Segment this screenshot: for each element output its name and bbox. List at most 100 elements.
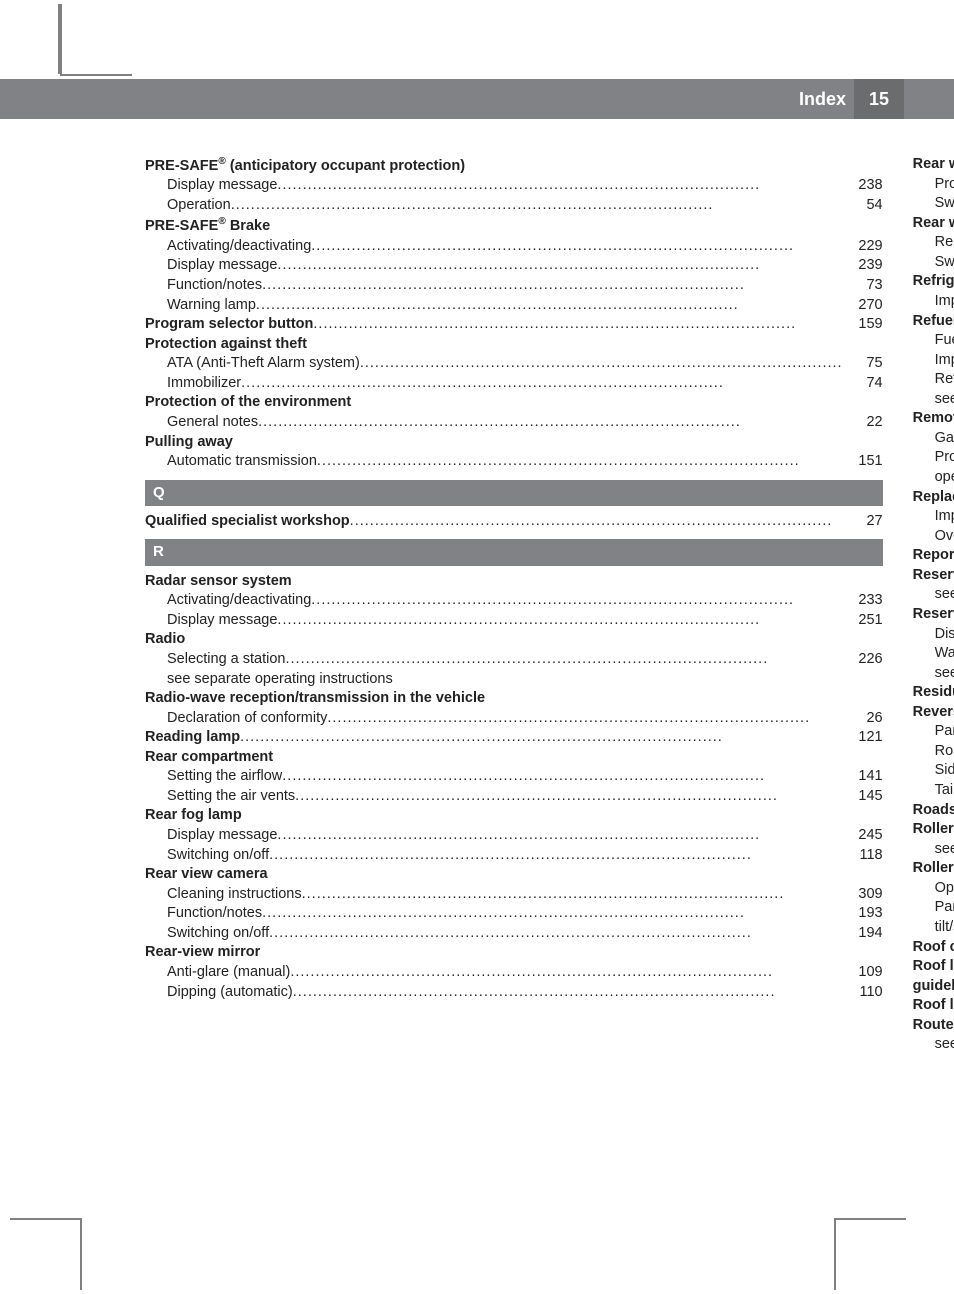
index-entry-label: Tailgate	[935, 781, 954, 801]
index-heading-label: Radio	[145, 631, 185, 647]
index-page-ref: 118	[843, 846, 883, 866]
index-leader-dots	[262, 904, 842, 924]
index-entry-label: Problem (malfunction)	[935, 175, 954, 195]
index-page-ref: 145	[843, 787, 883, 807]
index-page-ref: 121	[843, 728, 883, 748]
index-entry-label: Operation	[167, 196, 231, 216]
index-heading-label: Rear window wiper	[913, 215, 954, 231]
index-sub-entry: Cleaning instructions309	[145, 885, 883, 905]
index-heading: Radar sensor system	[145, 572, 883, 592]
index-sub-entry: Anti-glare (manual) 109	[145, 963, 883, 983]
index-entry-label: Anti-glare (manual)	[167, 963, 290, 983]
index-sub-entry-cont: opener)295	[913, 468, 954, 488]
index-leader-dots	[258, 413, 843, 433]
index-entry-label: Dipping (automatic)	[167, 983, 293, 1003]
index-entry-label: Display message	[167, 611, 277, 631]
index-entry-label: Setting the air vents	[167, 787, 295, 807]
index-heading: Reserve fuel	[913, 605, 954, 625]
index-entry-label: Residual heat (climate control)	[913, 683, 954, 703]
index-heading-label: Route (navigation)	[913, 1017, 954, 1033]
index-leader-dots	[256, 296, 843, 316]
index-sub-entry: Switching on/off194	[145, 924, 883, 944]
index-heading: Remote control	[913, 409, 954, 429]
index-entry: Roadside Assistance (breakdown)24	[913, 801, 954, 821]
index-page-ref: 109	[843, 963, 883, 983]
index-heading-label: Roller blind	[913, 821, 954, 837]
index-content: PRE-SAFE® (anticipatory occupant protect…	[145, 155, 872, 1055]
index-page-ref: 159	[843, 315, 883, 335]
index-leader-dots	[269, 924, 842, 944]
index-heading: Reversing feature	[913, 703, 954, 723]
index-entry-label: Reporting safety defects	[913, 546, 954, 566]
index-column-right: Rear window defrosterProblem (malfunctio…	[913, 155, 954, 1055]
index-heading: Rear fog lamp	[145, 806, 883, 826]
index-sub-entry: Important safety notes162	[913, 351, 954, 371]
index-sub-entry: Programming (garage door	[913, 448, 954, 468]
index-see-label: see separate operating instructions	[167, 670, 393, 690]
index-entry-label: ATA (Anti-Theft Alarm system)	[167, 354, 360, 374]
index-sub-entry: Automatic transmission151	[145, 452, 883, 472]
index-entry-label: Setting the airflow	[167, 767, 282, 787]
index-entry-label: Display message	[167, 176, 277, 196]
index-heading-label: Remote control	[913, 410, 954, 426]
index-sub-entry: General notes22	[145, 413, 883, 433]
index-see-reference: see Fuel	[913, 390, 954, 410]
index-page-ref: 74	[843, 374, 883, 394]
page-header-title: Index	[799, 89, 846, 110]
index-leader-dots	[360, 354, 843, 374]
index-entry-label: opener)	[935, 468, 954, 488]
index-page-ref: 22	[843, 413, 883, 433]
crop-mark	[60, 4, 132, 76]
index-entry: Roof load (maximum)380	[913, 996, 954, 1016]
index-heading-label: Radio-wave reception/transmission in the…	[145, 690, 485, 706]
index-heading: Radio	[145, 630, 883, 650]
index-heading: Route (navigation)	[913, 1016, 954, 1036]
index-heading: Rear window wiper	[913, 214, 954, 234]
index-entry-label: Panorama sliding sunroof	[935, 722, 954, 742]
index-page-ref: 238	[843, 176, 883, 196]
index-heading-label: Reversing feature	[913, 704, 954, 720]
index-heading-label: Reserve fuel	[913, 606, 954, 622]
index-see-label: see Roller sunblind	[935, 840, 954, 860]
index-leader-dots	[295, 787, 842, 807]
index-entry-label: Refueling process	[935, 370, 954, 390]
index-leader-dots	[277, 176, 842, 196]
index-see-label: see Fuel	[935, 585, 954, 605]
index-heading: Reserve (fuel tank)	[913, 566, 954, 586]
index-entry: Reading lamp 121	[145, 728, 883, 748]
index-entry-label: Switching on/off	[167, 846, 269, 866]
index-entry-label: Activating/deactivating	[167, 237, 311, 257]
index-leader-dots	[240, 728, 843, 748]
index-page-ref: 151	[843, 452, 883, 472]
index-sub-entry: Setting the air vents 145	[145, 787, 883, 807]
index-see-label: see Route guidance (navigation)	[935, 1035, 954, 1055]
index-entry-label: Replacing the wiper blade	[935, 233, 954, 253]
index-entry-label: tilt/sliding panel	[935, 918, 954, 938]
index-sub-entry: Fuel gauge33	[913, 331, 954, 351]
index-page-ref: 309	[843, 885, 883, 905]
index-entry-label: Activating/deactivating	[167, 591, 311, 611]
index-entry-label: Reading lamp	[145, 728, 240, 748]
index-sub-entry: Replacing the wiper blade128	[913, 233, 954, 253]
index-heading: Rear compartment	[145, 748, 883, 768]
crop-mark	[10, 4, 60, 74]
index-entry-label: Roadside Assistance (breakdown)	[913, 801, 954, 821]
index-entry-label: Declaration of conformity	[167, 709, 327, 729]
index-sub-entry: Switching on/off 118	[145, 846, 883, 866]
index-heading: Radio-wave reception/transmission in the…	[145, 689, 883, 709]
index-see-label: see Fuel	[935, 390, 954, 410]
index-sub-entry: Warning lamp267	[913, 644, 954, 664]
index-page-ref: 73	[843, 276, 883, 296]
index-see-reference: see Route guidance (navigation)	[913, 1035, 954, 1055]
index-entry: Roof carrier281	[913, 938, 954, 958]
index-heading-label: Rear view camera	[145, 866, 268, 882]
index-page-ref: 27	[843, 512, 883, 532]
index-heading-label: Reserve (fuel tank)	[913, 567, 954, 583]
index-sub-entry: Display message249	[913, 625, 954, 645]
index-entry-label: Opening/closing	[935, 879, 954, 899]
index-leader-dots	[290, 963, 842, 983]
index-heading-label: Rear compartment	[145, 749, 273, 765]
index-entry-label: guidelines)	[913, 977, 954, 997]
index-heading: Rear view camera	[145, 865, 883, 885]
index-page-ref: 110	[843, 983, 883, 1003]
